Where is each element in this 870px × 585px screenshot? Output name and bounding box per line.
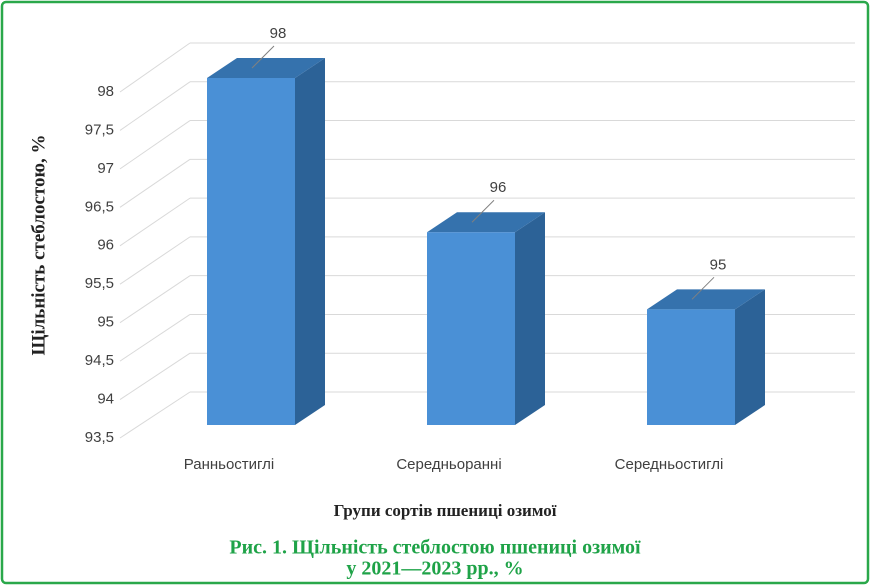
- leader-line: [691, 276, 715, 300]
- grid-line: [119, 275, 191, 324]
- bar-top: [207, 58, 325, 78]
- grid-line: [119, 197, 191, 247]
- bar: [647, 309, 735, 425]
- grid-line: [119, 236, 191, 285]
- y-tick-label: 97: [97, 160, 114, 177]
- y-axis-label: Щільність стеблостою, %: [28, 134, 49, 355]
- x-axis-label: Групи сортів пшениці озимої: [334, 501, 557, 520]
- y-tick-label: 94,5: [85, 352, 114, 369]
- bar-side: [735, 289, 765, 425]
- chart-title: у 2021—2023 рр., %: [346, 558, 523, 580]
- y-tick-label: 93,5: [85, 429, 114, 446]
- grid-line: [119, 42, 191, 93]
- grid-line: [119, 158, 191, 208]
- y-tick-label: 97,5: [85, 121, 114, 138]
- bar: [207, 78, 295, 425]
- data-label: 96: [490, 179, 507, 196]
- bar-top: [427, 212, 545, 233]
- x-tick-label: Середньостиглі: [615, 456, 724, 473]
- bar-side: [295, 58, 325, 425]
- y-tick-label: 98: [97, 83, 114, 100]
- y-tick-label: 96: [97, 237, 114, 254]
- chart-title: Рис. 1. Щільність стеблостою пшениці ози…: [229, 537, 641, 559]
- bar-top: [647, 289, 765, 310]
- grid-line: [119, 314, 191, 362]
- data-label: 95: [710, 256, 727, 273]
- y-tick-label: 96,5: [85, 198, 114, 215]
- leader-line: [471, 199, 495, 223]
- x-tick-label: Середньоранні: [396, 456, 501, 473]
- bar-side: [515, 212, 545, 425]
- data-label: 98: [270, 25, 287, 42]
- bar: [427, 232, 515, 425]
- grid-line: [119, 120, 191, 170]
- grid-line: [119, 391, 191, 439]
- grid-line: [119, 352, 191, 400]
- leader-line: [251, 45, 275, 69]
- y-tick-label: 95,5: [85, 275, 114, 292]
- y-tick-label: 94: [97, 391, 114, 408]
- y-tick-label: 95: [97, 314, 114, 331]
- x-tick-label: Ранньостиглі: [184, 456, 275, 473]
- grid-line: [119, 81, 191, 131]
